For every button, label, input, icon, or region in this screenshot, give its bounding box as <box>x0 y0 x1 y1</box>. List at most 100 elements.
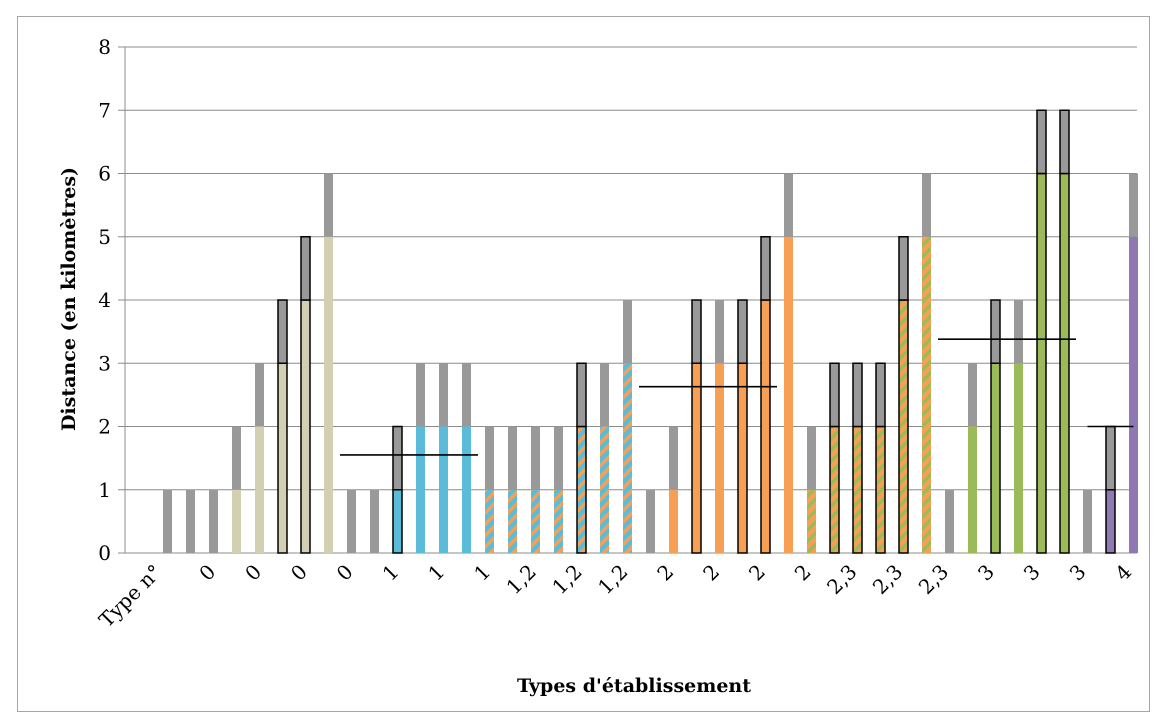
bar-23-base-segment <box>691 362 702 554</box>
x-tick-label-6: 1 <box>423 560 449 586</box>
x-tick-label-11: 2 <box>652 560 678 586</box>
bar-41-base-segment <box>1105 489 1116 554</box>
bar-20 <box>623 300 632 553</box>
x-tick-labels: Type n° 0 0 0 0 1 1 1 1,2 1,2 1,2 2 2 2 2 2,3 2,3 2,3 3 3 3 4 <box>94 560 1136 632</box>
bar-37-top-segment <box>1014 300 1023 364</box>
bar-21-top-segment <box>646 489 655 553</box>
bar-29-top-segment <box>829 362 840 428</box>
bar-15 <box>508 426 517 553</box>
bar-32-top-segment <box>898 236 909 301</box>
y-tick-labels: 0 1 2 3 4 5 6 7 8 <box>98 35 111 565</box>
bar-8-top-segment <box>347 489 356 553</box>
bar-16 <box>531 426 540 553</box>
bar-13-base-segment <box>462 426 471 553</box>
bar-27-base-segment <box>784 236 793 553</box>
bar-23-top-segment <box>691 299 702 364</box>
bar-37 <box>1014 300 1023 553</box>
bar-41-top-segment <box>1105 425 1116 491</box>
bar-35-base-segment <box>968 426 977 553</box>
bar-38 <box>1036 109 1047 554</box>
y-tick-label-7: 7 <box>98 98 111 122</box>
bar-0-top-segment <box>163 489 172 553</box>
bar-32 <box>898 236 909 554</box>
bar-3-top-segment <box>232 426 241 490</box>
x-tick-label-2: 0 <box>240 560 266 586</box>
bar-19 <box>600 363 609 553</box>
bar-26 <box>760 236 771 554</box>
bar-20-base-segment <box>623 363 632 553</box>
y-axis-title: Distance (en kilomètres) <box>58 167 80 431</box>
x-tick-label-10: 1,2 <box>593 560 632 599</box>
bar-37-base-segment <box>1014 363 1023 553</box>
bar-12-base-segment <box>439 426 448 553</box>
bar-3-base-segment <box>232 489 241 553</box>
bar-19-top-segment <box>600 363 609 427</box>
x-tick-label-0: Type n° <box>94 560 166 632</box>
bar-25-top-segment <box>737 299 748 364</box>
bar-26-top-segment <box>760 236 771 301</box>
bar-22 <box>669 426 678 553</box>
y-tick-label-0: 0 <box>98 541 111 565</box>
bar-12-top-segment <box>439 363 448 427</box>
x-tick-label-20: 3 <box>1065 560 1091 586</box>
bar-23 <box>691 299 702 554</box>
bar-24-base-segment <box>715 363 724 553</box>
bar-11-top-segment <box>416 363 425 427</box>
y-tick-label-8: 8 <box>98 35 111 59</box>
bar-1 <box>186 489 195 553</box>
bar-9 <box>370 489 379 553</box>
bar-40 <box>1083 489 1092 553</box>
bar-17-top-segment <box>554 426 563 490</box>
bar-4 <box>255 363 264 553</box>
bar-26-base-segment <box>760 299 771 554</box>
bar-6 <box>300 236 311 554</box>
bar-10 <box>392 425 403 554</box>
bar-2 <box>209 489 218 553</box>
x-tick-label-5: 1 <box>378 560 404 586</box>
bar-29 <box>829 362 840 554</box>
x-tick-label-9: 1,2 <box>547 560 586 599</box>
bar-18 <box>576 362 587 554</box>
bar-33-base-segment <box>922 236 931 553</box>
bar-30-top-segment <box>852 362 863 428</box>
bar-7-top-segment <box>324 173 333 237</box>
bar-35 <box>968 363 977 553</box>
bar-21 <box>646 489 655 553</box>
bar-14-top-segment <box>485 426 494 490</box>
bar-16-base-segment <box>531 489 540 553</box>
bar-22-base-segment <box>669 489 678 553</box>
bar-9-top-segment <box>370 489 379 553</box>
bar-31 <box>875 362 886 554</box>
bar-24 <box>715 300 724 553</box>
y-tick-label-4: 4 <box>98 288 111 312</box>
x-tick-label-15: 2,3 <box>822 560 861 599</box>
bar-34 <box>945 489 954 553</box>
bar-28-top-segment <box>807 426 816 490</box>
bar-34-top-segment <box>945 489 954 553</box>
y-tick-label-1: 1 <box>98 478 111 502</box>
bar-15-top-segment <box>508 426 517 490</box>
x-tick-label-12: 2 <box>698 560 724 586</box>
x-tick-label-17: 2,3 <box>914 560 953 599</box>
bar-30 <box>852 362 863 554</box>
bar-25-base-segment <box>737 362 748 554</box>
bar-5-base-segment <box>277 362 288 554</box>
bar-13-top-segment <box>462 363 471 427</box>
x-tick-label-3: 0 <box>286 560 312 586</box>
bar-16-top-segment <box>531 426 540 490</box>
bar-20-top-segment <box>623 300 632 364</box>
bar-31-top-segment <box>875 362 886 428</box>
y-tick-label-3: 3 <box>98 351 111 375</box>
bar-42-top-segment <box>1129 173 1138 237</box>
bar-41 <box>1105 425 1116 554</box>
bar-2-top-segment <box>209 489 218 553</box>
bar-17 <box>554 426 563 553</box>
bar-14 <box>485 426 494 553</box>
bar-4-base-segment <box>255 426 264 553</box>
bar-42 <box>1129 173 1138 553</box>
bar-18-base-segment <box>576 425 587 554</box>
x-tick-label-13: 2 <box>744 560 770 586</box>
bar-1-top-segment <box>186 489 195 553</box>
bar-35-top-segment <box>968 363 977 427</box>
bar-33-top-segment <box>922 173 931 237</box>
